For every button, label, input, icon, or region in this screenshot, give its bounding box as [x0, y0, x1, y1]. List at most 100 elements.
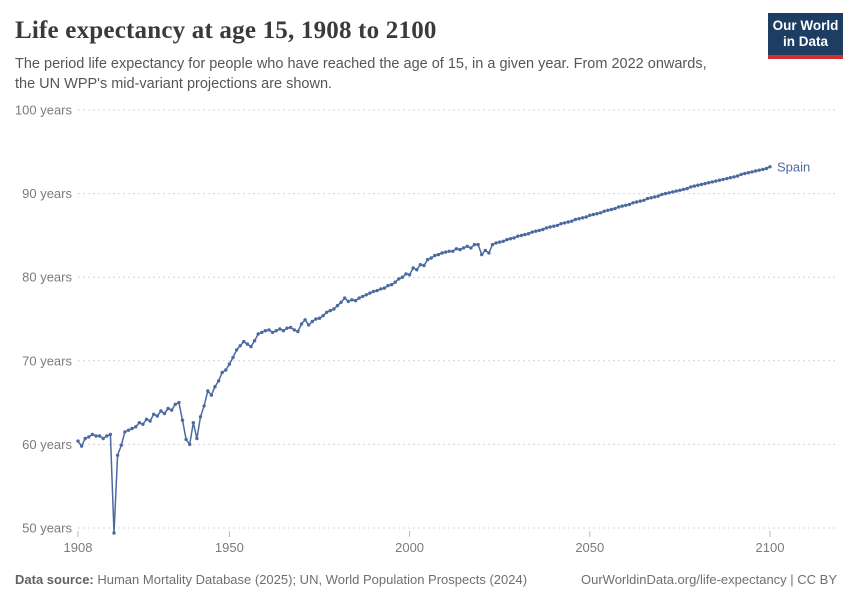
data-point[interactable] [714, 179, 718, 183]
data-point[interactable] [757, 168, 761, 172]
data-point[interactable] [526, 232, 531, 236]
data-point[interactable] [512, 236, 516, 240]
data-point[interactable] [400, 275, 405, 279]
data-point[interactable] [725, 176, 729, 181]
data-point[interactable] [238, 344, 242, 348]
series-line-spain[interactable] [77, 166, 771, 534]
data-point[interactable] [188, 442, 192, 447]
data-point[interactable] [325, 310, 329, 314]
data-point[interactable] [559, 222, 563, 226]
data-point[interactable] [274, 329, 278, 333]
data-point[interactable] [541, 227, 545, 232]
data-point[interactable] [440, 251, 444, 255]
data-point[interactable] [87, 435, 91, 439]
data-point[interactable] [343, 296, 347, 300]
data-point[interactable] [148, 419, 152, 423]
data-point[interactable] [411, 266, 415, 270]
data-point[interactable] [598, 211, 603, 215]
data-point[interactable] [505, 237, 509, 242]
data-point[interactable] [616, 205, 621, 209]
data-point[interactable] [692, 184, 696, 188]
data-point[interactable] [317, 316, 322, 320]
data-point[interactable] [368, 291, 372, 295]
data-point[interactable] [350, 298, 354, 302]
data-point[interactable] [231, 355, 235, 360]
data-point[interactable] [278, 327, 282, 331]
data-point[interactable] [631, 201, 635, 205]
data-point[interactable] [393, 280, 397, 284]
data-point[interactable] [97, 434, 102, 438]
data-point[interactable] [685, 186, 689, 191]
data-point[interactable] [678, 188, 682, 192]
data-point[interactable] [407, 273, 412, 277]
data-point[interactable] [552, 224, 556, 228]
data-point[interactable] [461, 246, 466, 250]
data-point[interactable] [717, 178, 722, 182]
data-point[interactable] [761, 167, 765, 172]
data-point[interactable] [152, 412, 156, 416]
data-point[interactable] [472, 242, 477, 247]
data-point[interactable] [206, 389, 210, 393]
data-point[interactable] [645, 196, 650, 201]
data-point[interactable] [90, 432, 95, 437]
data-point[interactable] [296, 329, 300, 334]
data-point[interactable] [170, 408, 174, 412]
data-point[interactable] [79, 444, 84, 448]
data-point[interactable] [285, 326, 289, 330]
data-point[interactable] [624, 203, 628, 207]
data-point[interactable] [642, 198, 646, 202]
data-point[interactable] [288, 325, 293, 330]
data-point[interactable] [555, 223, 560, 228]
data-point[interactable] [469, 246, 473, 250]
data-point[interactable] [577, 217, 581, 221]
data-point[interactable] [671, 190, 675, 194]
series-label-spain[interactable]: Spain [777, 159, 810, 174]
data-point[interactable] [681, 187, 686, 192]
data-point[interactable] [649, 196, 653, 200]
data-point[interactable] [386, 283, 390, 288]
data-point[interactable] [184, 437, 188, 442]
data-point[interactable] [94, 434, 98, 438]
data-point[interactable] [270, 330, 275, 335]
data-point[interactable] [357, 296, 361, 300]
data-point[interactable] [746, 171, 751, 175]
footer-link[interactable]: OurWorldinData.org/life-expectancy | CC … [580, 572, 837, 587]
data-point[interactable] [447, 249, 451, 253]
data-point[interactable] [523, 232, 527, 237]
data-point[interactable] [443, 250, 448, 254]
data-point[interactable] [159, 409, 163, 413]
data-point[interactable] [602, 209, 606, 213]
data-point[interactable] [494, 241, 498, 245]
data-point[interactable] [429, 256, 433, 260]
data-point[interactable] [155, 414, 159, 418]
data-point[interactable] [696, 183, 700, 187]
data-point[interactable] [613, 206, 617, 211]
data-point[interactable] [480, 252, 484, 257]
data-point[interactable] [653, 195, 657, 199]
data-point[interactable] [389, 283, 394, 287]
data-point[interactable] [570, 219, 574, 223]
data-point[interactable] [465, 244, 469, 248]
data-point[interactable] [498, 240, 502, 244]
data-point[interactable] [361, 294, 365, 299]
data-point[interactable] [371, 289, 376, 294]
data-point[interactable] [202, 404, 206, 408]
data-point[interactable] [710, 180, 714, 184]
data-point[interactable] [166, 406, 170, 411]
data-point[interactable] [454, 247, 459, 251]
data-point[interactable] [656, 194, 660, 198]
data-point[interactable] [328, 308, 332, 313]
data-point[interactable] [303, 318, 307, 322]
data-point[interactable] [689, 185, 693, 189]
data-point[interactable] [144, 417, 149, 421]
data-point[interactable] [584, 215, 588, 219]
data-point[interactable] [627, 202, 632, 207]
data-point[interactable] [580, 216, 585, 220]
data-point[interactable] [115, 453, 120, 457]
data-point[interactable] [562, 221, 567, 225]
data-point[interactable] [267, 328, 271, 332]
data-point[interactable] [191, 421, 195, 425]
data-point[interactable] [162, 411, 167, 416]
data-point[interactable] [753, 169, 758, 173]
data-point[interactable] [112, 531, 116, 535]
